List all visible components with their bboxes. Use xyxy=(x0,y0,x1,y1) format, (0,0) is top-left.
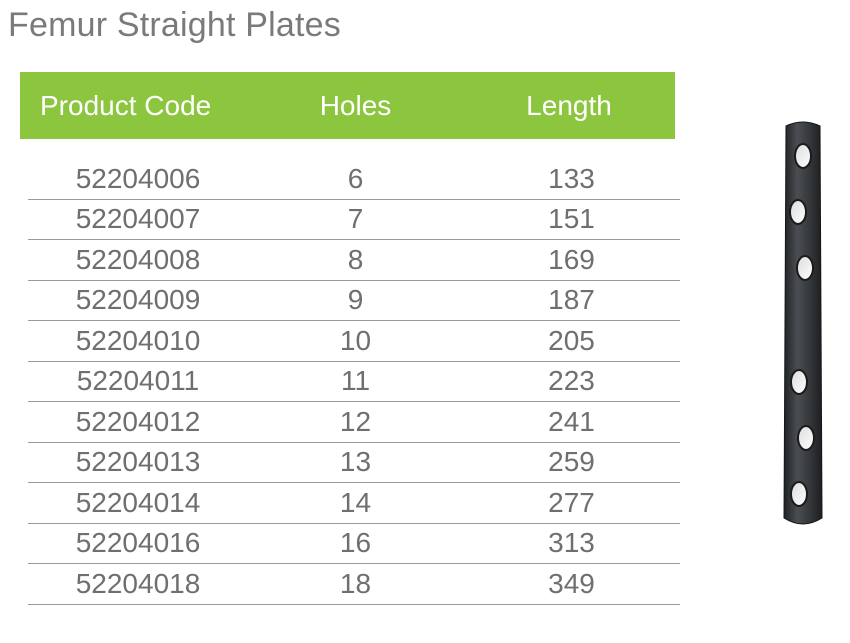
cell-holes: 9 xyxy=(347,284,364,316)
table-row: 52204013 13 259 xyxy=(28,443,680,483)
cell-product-code: 52204018 xyxy=(75,567,201,599)
cell-length: 277 xyxy=(548,486,595,518)
cell-length: 241 xyxy=(548,405,595,437)
header-length: Length xyxy=(526,89,612,121)
cell-holes: 8 xyxy=(347,243,364,275)
cell-length: 259 xyxy=(548,446,595,478)
cell-length: 313 xyxy=(548,527,595,559)
cell-holes: 16 xyxy=(339,527,372,559)
cell-length: 151 xyxy=(548,203,595,235)
table-row: 52204009 9 187 xyxy=(28,281,680,321)
table-header: Product Code Holes Length xyxy=(20,72,675,139)
cell-length: 223 xyxy=(548,365,595,397)
cell-product-code: 52204014 xyxy=(75,486,201,518)
cell-product-code: 52204008 xyxy=(75,243,201,275)
cell-holes: 6 xyxy=(347,162,364,194)
bone-plate-icon xyxy=(778,120,828,530)
cell-length: 349 xyxy=(548,567,595,599)
table-row: 52204012 12 241 xyxy=(28,402,680,443)
cell-product-code: 52204013 xyxy=(75,446,201,478)
cell-holes: 14 xyxy=(339,486,372,518)
cell-holes: 18 xyxy=(339,567,372,599)
cell-length: 187 xyxy=(548,284,595,316)
cell-product-code: 52204009 xyxy=(75,284,201,316)
product-table: Product Code Holes Length 52204006 6 133… xyxy=(20,72,680,605)
table-body: 52204006 6 133 52204007 7 151 52204008 8… xyxy=(28,159,680,605)
cell-length: 169 xyxy=(548,243,595,275)
cell-product-code: 52204006 xyxy=(75,162,201,194)
cell-length: 133 xyxy=(548,162,595,194)
cell-product-code: 52204011 xyxy=(76,365,200,397)
cell-product-code: 52204016 xyxy=(75,527,201,559)
header-product-code: Product Code xyxy=(40,89,212,121)
header-holes: Holes xyxy=(319,89,392,121)
table-row: 52204008 8 169 xyxy=(28,240,680,281)
table-row: 52204006 6 133 xyxy=(28,159,680,200)
cell-holes: 7 xyxy=(347,203,364,235)
table-row: 52204018 18 349 xyxy=(28,564,680,605)
table-row: 52204016 16 313 xyxy=(28,524,680,564)
cell-length: 205 xyxy=(548,324,595,356)
cell-holes: 10 xyxy=(339,324,372,356)
cell-product-code: 52204010 xyxy=(75,324,201,356)
cell-product-code: 52204007 xyxy=(75,203,201,235)
table-row: 52204007 7 151 xyxy=(28,200,680,240)
cell-product-code: 52204012 xyxy=(75,405,201,437)
cell-holes: 12 xyxy=(339,405,372,437)
table-row: 52204011 11 223 xyxy=(28,362,680,402)
cell-holes: 13 xyxy=(339,446,372,478)
page-title: Femur Straight Plates xyxy=(8,6,341,44)
cell-holes: 11 xyxy=(340,365,371,397)
table-row: 52204010 10 205 xyxy=(28,321,680,362)
table-row: 52204014 14 277 xyxy=(28,483,680,524)
